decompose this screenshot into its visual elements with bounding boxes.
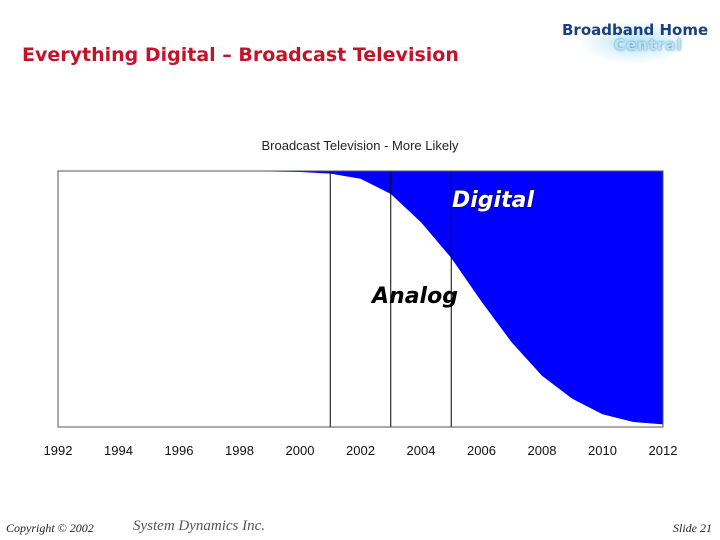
digital-label: Digital	[452, 188, 534, 213]
x-tick-label-2012: 2012	[649, 443, 678, 458]
analog-label: Analog	[370, 284, 458, 309]
logo-text-line1: Broadband Home	[562, 21, 709, 39]
x-axis-tick-labels: 1992 1994 1996 1998 2000 2002 2004 2006 2008 2010…	[44, 443, 678, 458]
x-tick-label-2000: 2000	[286, 443, 315, 458]
footer-slide-number: Slide 21	[673, 521, 712, 535]
footer-company: System Dynamics Inc.	[133, 518, 266, 534]
broadband-home-central-logo: Broadband Home Central	[556, 18, 709, 64]
x-tick-label-1994: 1994	[104, 443, 133, 458]
vertical-markers	[329, 171, 452, 427]
logo-text-line2: Central	[614, 36, 683, 54]
x-tick-label-2010: 2010	[588, 443, 617, 458]
slide-title: Everything Digital – Broadcast Televisio…	[22, 44, 459, 66]
footer-copyright: Copyright © 2002	[6, 521, 94, 535]
x-tick-label-1996: 1996	[165, 443, 194, 458]
logo-glow	[580, 20, 690, 64]
chart-title: Broadcast Television - More Likely	[261, 138, 459, 153]
x-tick-label-2008: 2008	[528, 443, 557, 458]
x-tick-label-2002: 2002	[346, 443, 375, 458]
x-tick-label-1998: 1998	[225, 443, 254, 458]
x-tick-label-2004: 2004	[407, 443, 436, 458]
x-tick-label-2006: 2006	[467, 443, 496, 458]
digital-area	[58, 171, 663, 425]
plot-border	[57, 170, 664, 428]
x-tick-label-1992: 1992	[44, 443, 73, 458]
